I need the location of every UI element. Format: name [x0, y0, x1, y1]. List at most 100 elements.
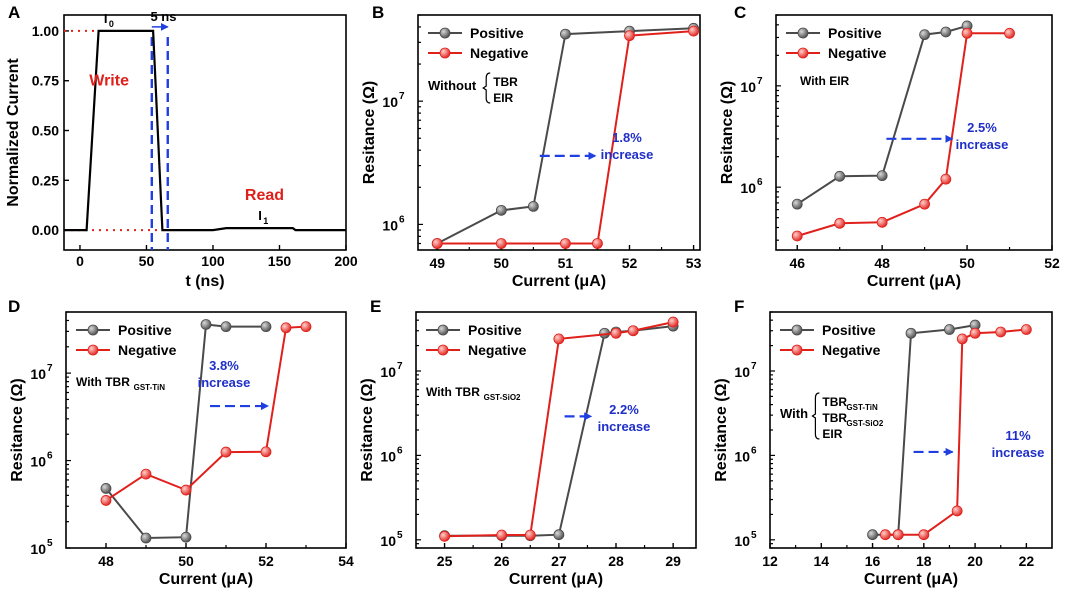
negative-data-point [553, 333, 565, 345]
panel-letter: C [734, 3, 746, 22]
y-tick-exponent: 7 [757, 76, 763, 87]
increase-percent-label: 11% [1005, 428, 1031, 443]
legend-label-positive: Positive [470, 25, 524, 41]
i0-label: I [104, 11, 108, 26]
write-label: Write [89, 73, 129, 90]
increase-percent-label: 2.5% [967, 120, 997, 135]
negative-data-point [791, 230, 803, 242]
condition-item: EIR [822, 427, 842, 441]
y-tick-exponent: 7 [751, 361, 757, 372]
negative-data-point [260, 446, 272, 458]
positive-data-point [200, 319, 212, 330]
increase-word-label: increase [992, 445, 1045, 460]
legend-marker [791, 324, 803, 336]
y-axis-label: Resitance (Ω) [719, 81, 736, 185]
x-axis-label: t (ns) [185, 273, 224, 290]
y-axis-label: Resitance (Ω) [361, 81, 378, 185]
condition-subscript: GST-TiN [134, 383, 166, 392]
y-tick-exponent: 6 [751, 445, 757, 456]
negative-data-point [940, 173, 952, 185]
i1-label: I [258, 208, 262, 223]
condition-item: TBR [822, 411, 847, 425]
y-tick-exponent: 7 [47, 363, 53, 374]
legend-marker [87, 324, 99, 336]
y-axis-label: Resitance (Ω) [713, 378, 730, 482]
condition-item: TBR [493, 75, 518, 89]
negative-data-point [524, 529, 536, 541]
condition-subscript: GST-SiO2 [846, 419, 883, 428]
negative-data-point [431, 238, 443, 249]
negative-data-point [956, 333, 968, 345]
negative-data-point [592, 238, 603, 249]
condition-prefix: Without [428, 78, 477, 93]
y-tick-label: 10 [382, 94, 398, 110]
positive-data-point [220, 321, 232, 333]
plot-frame [775, 14, 1053, 251]
x-tick-label: 52 [622, 255, 638, 271]
legend-label-negative: Negative [822, 342, 881, 358]
panel-letter: E [370, 297, 381, 316]
i0-subscript: 0 [109, 19, 114, 29]
increase-word-label: increase [598, 419, 651, 434]
x-tick-label: 20 [967, 553, 983, 569]
increase-percent-label: 2.2% [609, 402, 639, 417]
negative-data-point [560, 238, 571, 249]
negative-data-point [892, 529, 904, 541]
x-axis-label: Current (μA) [864, 571, 958, 588]
negative-data-point [140, 468, 152, 480]
condition-brace [482, 72, 491, 104]
legend-label-positive: Positive [118, 322, 172, 338]
negative-data-point [220, 446, 232, 458]
x-tick-label: 51 [558, 255, 574, 271]
negative-data-point [624, 30, 635, 42]
y-tick-label: 10 [30, 454, 46, 470]
y-axis-label: Resitance (Ω) [9, 378, 26, 482]
negative-data-point [876, 216, 888, 228]
positive-data-point [876, 170, 888, 182]
y-tick-label: 10 [740, 79, 756, 95]
condition-item: TBR [822, 395, 847, 409]
read-label: Read [245, 187, 284, 204]
plot-frame [63, 14, 347, 251]
x-tick-label: 18 [916, 553, 932, 569]
y-tick-label: 10 [382, 217, 398, 233]
positive-data-point [180, 531, 192, 543]
x-tick-label: 54 [338, 553, 354, 569]
y-tick-label: 1.00 [32, 23, 59, 39]
panel-letter: A [8, 3, 20, 22]
x-tick-label: 22 [1019, 553, 1035, 569]
legend-label-negative: Negative [468, 342, 527, 358]
x-tick-label: 50 [959, 255, 975, 271]
negative-data-point [995, 326, 1007, 338]
increase-percent-label: 3.8% [209, 358, 239, 373]
x-axis-label: Current (μA) [509, 571, 603, 588]
condition-note: With TBR [426, 385, 480, 399]
y-tick-label: 10 [30, 541, 46, 557]
y-tick-exponent: 6 [757, 177, 763, 188]
x-tick-label: 100 [201, 253, 225, 269]
x-tick-label: 48 [874, 255, 890, 271]
x-tick-label: 28 [608, 553, 624, 569]
i1-subscript: 1 [263, 216, 268, 226]
positive-series-line [105, 323, 266, 540]
condition-note: With TBR [76, 375, 130, 389]
increase-percent-label: 1.8% [612, 130, 642, 145]
y-tick-label: 10 [30, 366, 46, 382]
positive-data-point [140, 532, 152, 544]
increase-word-label: increase [601, 147, 654, 162]
y-tick-label: 0.75 [32, 73, 59, 89]
y-tick-label: 10 [380, 448, 396, 464]
x-tick-label: 50 [139, 253, 155, 269]
y-tick-exponent: 7 [399, 91, 405, 102]
x-tick-label: 52 [1044, 255, 1060, 271]
plot-frame [65, 311, 347, 549]
condition-subscript: GST-TiN [846, 403, 878, 412]
panel-letter: F [734, 297, 744, 316]
negative-data-point [919, 198, 931, 210]
increase-word-label: increase [956, 137, 1009, 152]
negative-data-point [667, 316, 679, 328]
negative-data-point [918, 529, 930, 541]
